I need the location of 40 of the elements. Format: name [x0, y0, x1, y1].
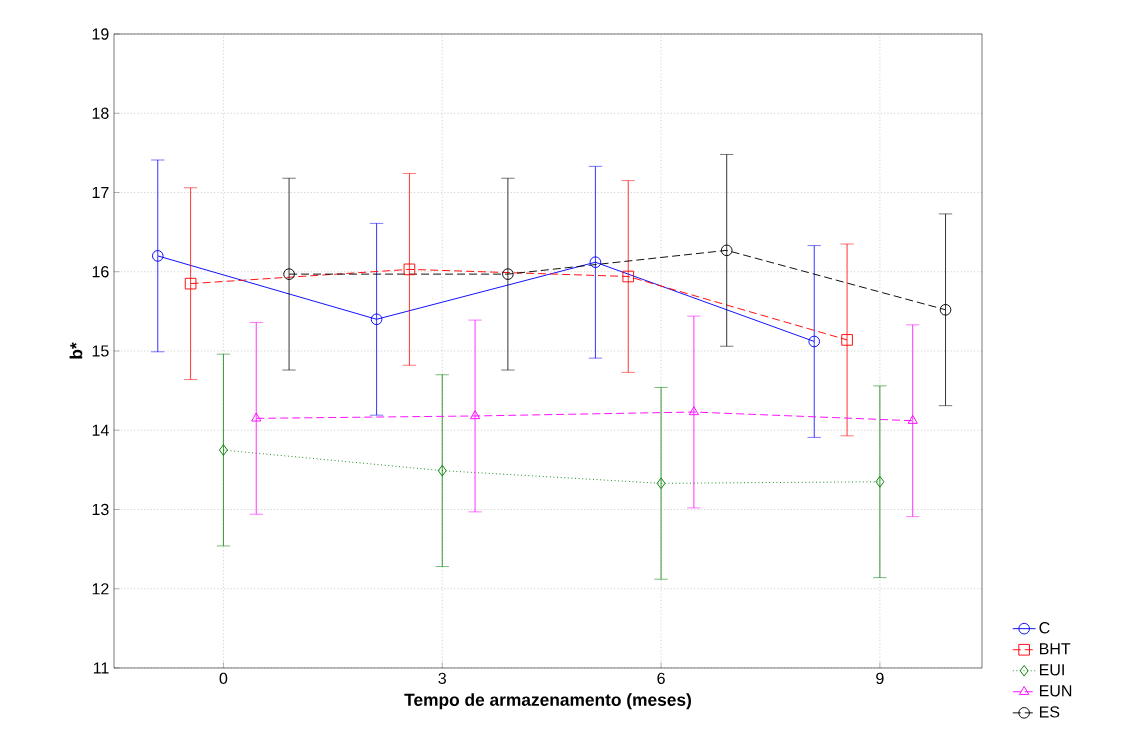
point: [403, 263, 416, 276]
point: [437, 464, 447, 477]
point: [370, 313, 383, 326]
legend-label: ES: [1039, 706, 1060, 718]
point: [151, 250, 164, 262]
y-tick-label: 11: [93, 662, 109, 674]
y-tick-label: 13: [92, 503, 109, 516]
y-tick-label: 12: [92, 583, 109, 595]
x-tick-label: 0: [219, 672, 228, 685]
y-tick-label: 14: [92, 424, 109, 436]
point: [720, 244, 733, 257]
x-tick-label: 6: [657, 672, 665, 685]
point: [939, 303, 952, 316]
point: [589, 256, 602, 269]
legend-label: EUN: [1039, 685, 1072, 697]
point: [808, 335, 821, 348]
y-tick-label: 16: [92, 266, 109, 278]
legend-label: EUI: [1039, 664, 1064, 676]
point: [875, 475, 885, 488]
point: [218, 444, 228, 456]
point: [907, 414, 918, 424]
y-tick-label: 19: [92, 28, 109, 40]
x-tick-label: 3: [438, 672, 446, 685]
point: [283, 268, 295, 280]
point: [502, 268, 514, 280]
point: [841, 334, 853, 346]
legend-label: BHT: [1039, 643, 1071, 655]
y-tick-label: 15: [92, 345, 109, 357]
y-tick-label: 18: [92, 107, 109, 119]
y-axis-title: b*: [69, 342, 83, 359]
legend-label: C: [1039, 622, 1050, 634]
point: [656, 477, 666, 490]
y-tick-label: 17: [92, 187, 109, 198]
point: [622, 270, 635, 283]
x-axis-title: Tempo de armazenamento (meses): [404, 693, 691, 710]
x-tick-label: 9: [876, 672, 884, 685]
point: [251, 412, 262, 422]
point: [469, 410, 481, 420]
point: [688, 406, 699, 416]
point: [184, 277, 197, 290]
